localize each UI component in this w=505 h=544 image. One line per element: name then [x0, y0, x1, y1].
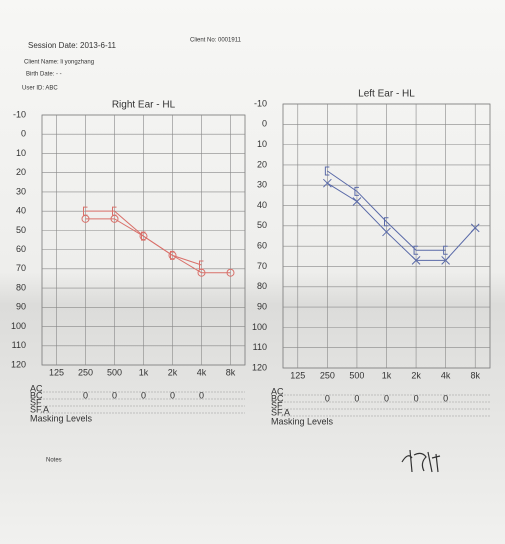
chart-title: Left Ear - HL — [358, 89, 415, 100]
row-label: SF.A — [271, 407, 290, 417]
table-caption: Masking Levels — [30, 413, 93, 423]
point-marker — [170, 250, 175, 260]
table-caption: Masking Levels — [271, 416, 334, 426]
row-value: 0 — [384, 393, 389, 403]
row-value: 0 — [325, 393, 330, 403]
x-tick-label: 125 — [290, 370, 305, 380]
row-label: SF — [271, 400, 283, 410]
point-marker — [441, 256, 450, 265]
point-marker — [411, 256, 421, 265]
y-tick-label: 0 — [262, 119, 267, 129]
point-marker — [226, 268, 235, 277]
signature — [401, 449, 441, 473]
x-tick-label: 4k — [441, 370, 451, 380]
row-label: SF — [30, 397, 42, 407]
client-no: Client No: 0001911 — [190, 38, 242, 44]
y-tick-label: 70 — [16, 263, 26, 273]
y-tick-label: 10 — [16, 148, 26, 158]
x-tick-label: 4k — [197, 367, 207, 377]
row-value: 0 — [170, 390, 175, 400]
y-tick-label: 10 — [257, 139, 267, 149]
y-tick-label: 20 — [16, 167, 26, 177]
point-marker — [382, 227, 391, 237]
y-tick-label: -10 — [13, 109, 26, 119]
y-tick-label: 80 — [16, 282, 26, 292]
x-tick-label: 8k — [226, 367, 236, 377]
point-marker — [324, 166, 330, 176]
y-tick-label: 100 — [252, 322, 267, 332]
y-tick-label: 120 — [11, 359, 26, 369]
y-tick-label: 110 — [12, 340, 26, 350]
y-tick-label: 50 — [257, 220, 267, 230]
point-marker — [323, 178, 332, 188]
y-tick-label: 30 — [16, 186, 26, 196]
row-value: 0 — [443, 393, 448, 403]
y-tick-label: 100 — [11, 321, 26, 331]
y-tick-label: -10 — [254, 98, 267, 108]
birth-date: Birth Date: - - — [26, 72, 62, 78]
y-tick-label: 80 — [257, 281, 267, 291]
series-line — [327, 170, 446, 251]
point-marker — [83, 206, 88, 216]
x-tick-label: 1k — [382, 370, 392, 380]
point-marker — [413, 245, 419, 255]
x-tick-label: 2k — [411, 370, 421, 380]
chart-title: Right Ear - HL — [112, 100, 176, 111]
row-label: AC — [30, 383, 43, 393]
point-marker — [384, 217, 389, 227]
y-tick-label: 60 — [16, 244, 26, 254]
y-tick-label: 120 — [252, 362, 267, 372]
y-tick-label: 70 — [257, 261, 267, 271]
x-tick-label: 500 — [349, 370, 364, 380]
user-id: User ID: ABC — [22, 86, 58, 92]
row-label: BC — [30, 390, 43, 400]
x-tick-label: 125 — [49, 367, 64, 377]
y-tick-label: 90 — [16, 302, 26, 312]
session-date: Session Date: 2013-6-11 — [28, 41, 116, 50]
point-marker — [354, 186, 359, 196]
x-tick-label: 2k — [168, 367, 178, 377]
point-marker — [443, 245, 448, 255]
row-value: 0 — [83, 390, 88, 400]
notes: Notes — [46, 458, 62, 464]
y-tick-label: 60 — [257, 241, 267, 251]
row-label: AC — [271, 386, 284, 396]
x-tick-label: 250 — [78, 367, 93, 377]
y-tick-label: 30 — [257, 180, 267, 190]
y-tick-label: 40 — [16, 206, 26, 216]
row-value: 0 — [414, 393, 419, 403]
point-marker — [470, 223, 480, 233]
row-value: 0 — [199, 390, 204, 400]
point-marker — [112, 206, 117, 216]
y-tick-label: 50 — [16, 225, 26, 235]
client-name: Client Name: li yongzhang — [24, 60, 94, 66]
row-value: 0 — [112, 390, 117, 400]
y-tick-label: 40 — [257, 200, 267, 210]
row-value: 0 — [354, 393, 359, 403]
x-tick-label: 250 — [320, 370, 335, 380]
y-tick-label: 110 — [253, 342, 267, 352]
point-marker — [141, 231, 146, 241]
point-marker — [352, 197, 362, 206]
x-tick-label: 8k — [470, 370, 480, 380]
x-tick-label: 500 — [107, 367, 122, 377]
series-line — [327, 182, 476, 261]
y-tick-label: 20 — [257, 159, 267, 169]
row-value: 0 — [141, 390, 146, 400]
row-label: BC — [271, 393, 284, 403]
row-label: SF.A — [30, 404, 49, 414]
x-tick-label: 1k — [139, 367, 149, 377]
y-tick-label: 0 — [21, 129, 26, 139]
y-tick-label: 90 — [257, 301, 267, 311]
point-marker — [199, 260, 204, 270]
series-line — [85, 210, 202, 266]
